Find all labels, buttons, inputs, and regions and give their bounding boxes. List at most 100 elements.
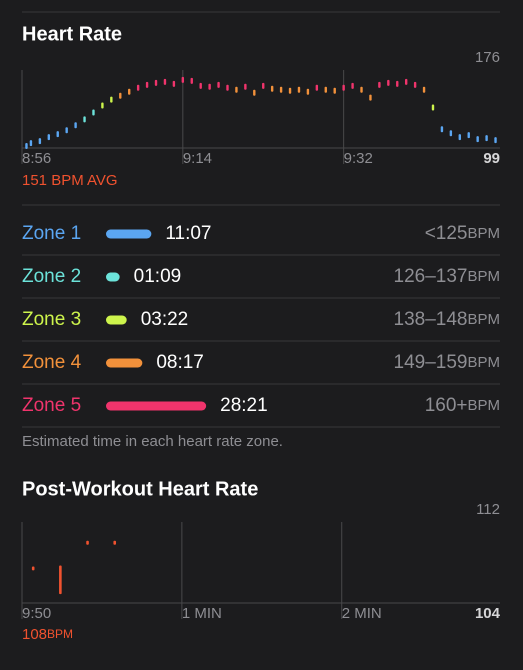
x-tick-label: 9:32 [344, 150, 373, 167]
heart-rate-sample [25, 143, 28, 150]
zone-range: 160+BPM [425, 395, 500, 416]
zone-bar [106, 315, 127, 325]
x-tick-label: 8:56 [22, 150, 51, 167]
heart-rate-sample [315, 84, 319, 91]
zone-range-unit: BPM [467, 354, 500, 371]
zone-name: Zone 4 [22, 352, 82, 373]
heart-rate-sample [92, 109, 95, 116]
zone-range: <125BPM [425, 223, 500, 244]
heart-rate-sample [29, 140, 33, 147]
zone-bar [106, 358, 143, 368]
heart-rate-sample [190, 77, 193, 84]
heart-rate-sample [476, 136, 479, 143]
heart-rate-sample [369, 94, 372, 101]
footnote: Estimated time in each heart rate zone. [22, 433, 283, 450]
zone-name: Zone 2 [22, 266, 81, 287]
y-tick-label: 99 [483, 150, 500, 167]
heart-rate-sample [163, 78, 167, 85]
heart-rate-sample [467, 132, 470, 139]
heart-rate-sample [333, 87, 336, 94]
post-sample [59, 565, 62, 595]
x-tick-label: 2 MIN [342, 605, 382, 622]
zone-range-unit: BPM [467, 311, 500, 328]
heart-rate-sample [297, 86, 301, 93]
heart-rate-sample [404, 78, 408, 85]
zone-duration: 03:22 [141, 309, 189, 330]
heart-rate-sample [65, 127, 68, 134]
post-value-number: 108 [22, 626, 47, 643]
zone-range-value: 138–148 [394, 309, 468, 330]
heart-rate-sample [324, 86, 327, 93]
heart-rate-sample [199, 82, 202, 89]
zone-name: Zone 3 [22, 309, 81, 330]
y-tick-label: 112 [476, 501, 500, 518]
x-tick-label: 9:50 [22, 605, 51, 622]
zone-range: 138–148BPM [394, 309, 500, 330]
heart-rate-sample [458, 134, 461, 141]
heart-rate-sample [244, 83, 247, 90]
zone-range-value: 149–159 [394, 352, 468, 373]
zone-range-value: 126–137 [394, 266, 468, 287]
zone-duration: 01:09 [134, 266, 182, 287]
zone-range-unit: BPM [467, 225, 500, 242]
heart-rate-sample [440, 126, 444, 133]
zone-range-unit: BPM [467, 397, 500, 414]
heart-rate-sample [262, 82, 265, 89]
heart-rate-sample [119, 92, 122, 99]
zone-bar [106, 401, 207, 411]
heart-rate-sample [172, 80, 176, 87]
post-sample [31, 566, 35, 571]
heart-rate-sample [47, 134, 51, 141]
heart-rate-sample [56, 131, 59, 138]
y-tick-label: 176 [475, 49, 500, 66]
post-sample [86, 540, 89, 545]
section-title: Heart Rate [22, 23, 122, 45]
zone-range-value: <125 [425, 223, 468, 244]
section-title: Post-Workout Heart Rate [22, 478, 258, 500]
x-tick-label: 1 MIN [182, 605, 222, 622]
heart-rate-sample [306, 88, 310, 95]
heart-rate-sample [226, 84, 229, 91]
heart-rate-sample [101, 102, 104, 109]
heart-rate-sample [83, 116, 86, 123]
zone-range-unit: BPM [467, 268, 500, 285]
post-sample [113, 540, 117, 545]
heart-rate-sample [235, 86, 238, 93]
zone-range: 126–137BPM [394, 266, 500, 287]
zone-duration: 08:17 [156, 352, 204, 373]
zone-duration: 11:07 [165, 223, 211, 244]
heart-rate-sample [110, 96, 113, 103]
heart-rate-sample [431, 104, 435, 111]
zone-bar [106, 272, 120, 282]
heart-rate-sample [485, 135, 488, 142]
zone-range-value: 160+ [425, 395, 468, 416]
heart-rate-sample [378, 81, 381, 88]
heart-rate-sample [387, 79, 390, 86]
zone-range: 149–159BPM [394, 352, 500, 373]
heart-rate-sample [360, 86, 363, 93]
heart-rate-sample [38, 138, 42, 145]
heart-rate-sample [396, 80, 399, 87]
heart-rate-sample [128, 88, 131, 95]
heart-rate-sample [181, 76, 185, 83]
heart-rate-sample [145, 81, 149, 88]
zone-bar [106, 229, 152, 239]
heart-rate-sample [74, 122, 77, 129]
post-value: 108BPM [22, 626, 73, 643]
y-tick-label: 104 [475, 605, 501, 622]
heart-rate-sample [154, 79, 158, 86]
zone-duration: 28:21 [220, 395, 268, 416]
heart-rate-sample [217, 81, 220, 88]
heart-rate-sample [270, 85, 274, 92]
heart-rate-sample [253, 89, 256, 96]
heart-rate-sample [494, 137, 497, 144]
zone-name: Zone 1 [22, 223, 81, 244]
heart-rate-sample [208, 83, 211, 90]
heart-rate-sample [342, 84, 345, 91]
heart-rate-sample [422, 86, 426, 93]
heart-rate-sample [413, 81, 417, 88]
post-value-unit: BPM [47, 627, 73, 641]
heart-rate-sample [351, 82, 354, 89]
heart-rate-sample [279, 86, 283, 93]
